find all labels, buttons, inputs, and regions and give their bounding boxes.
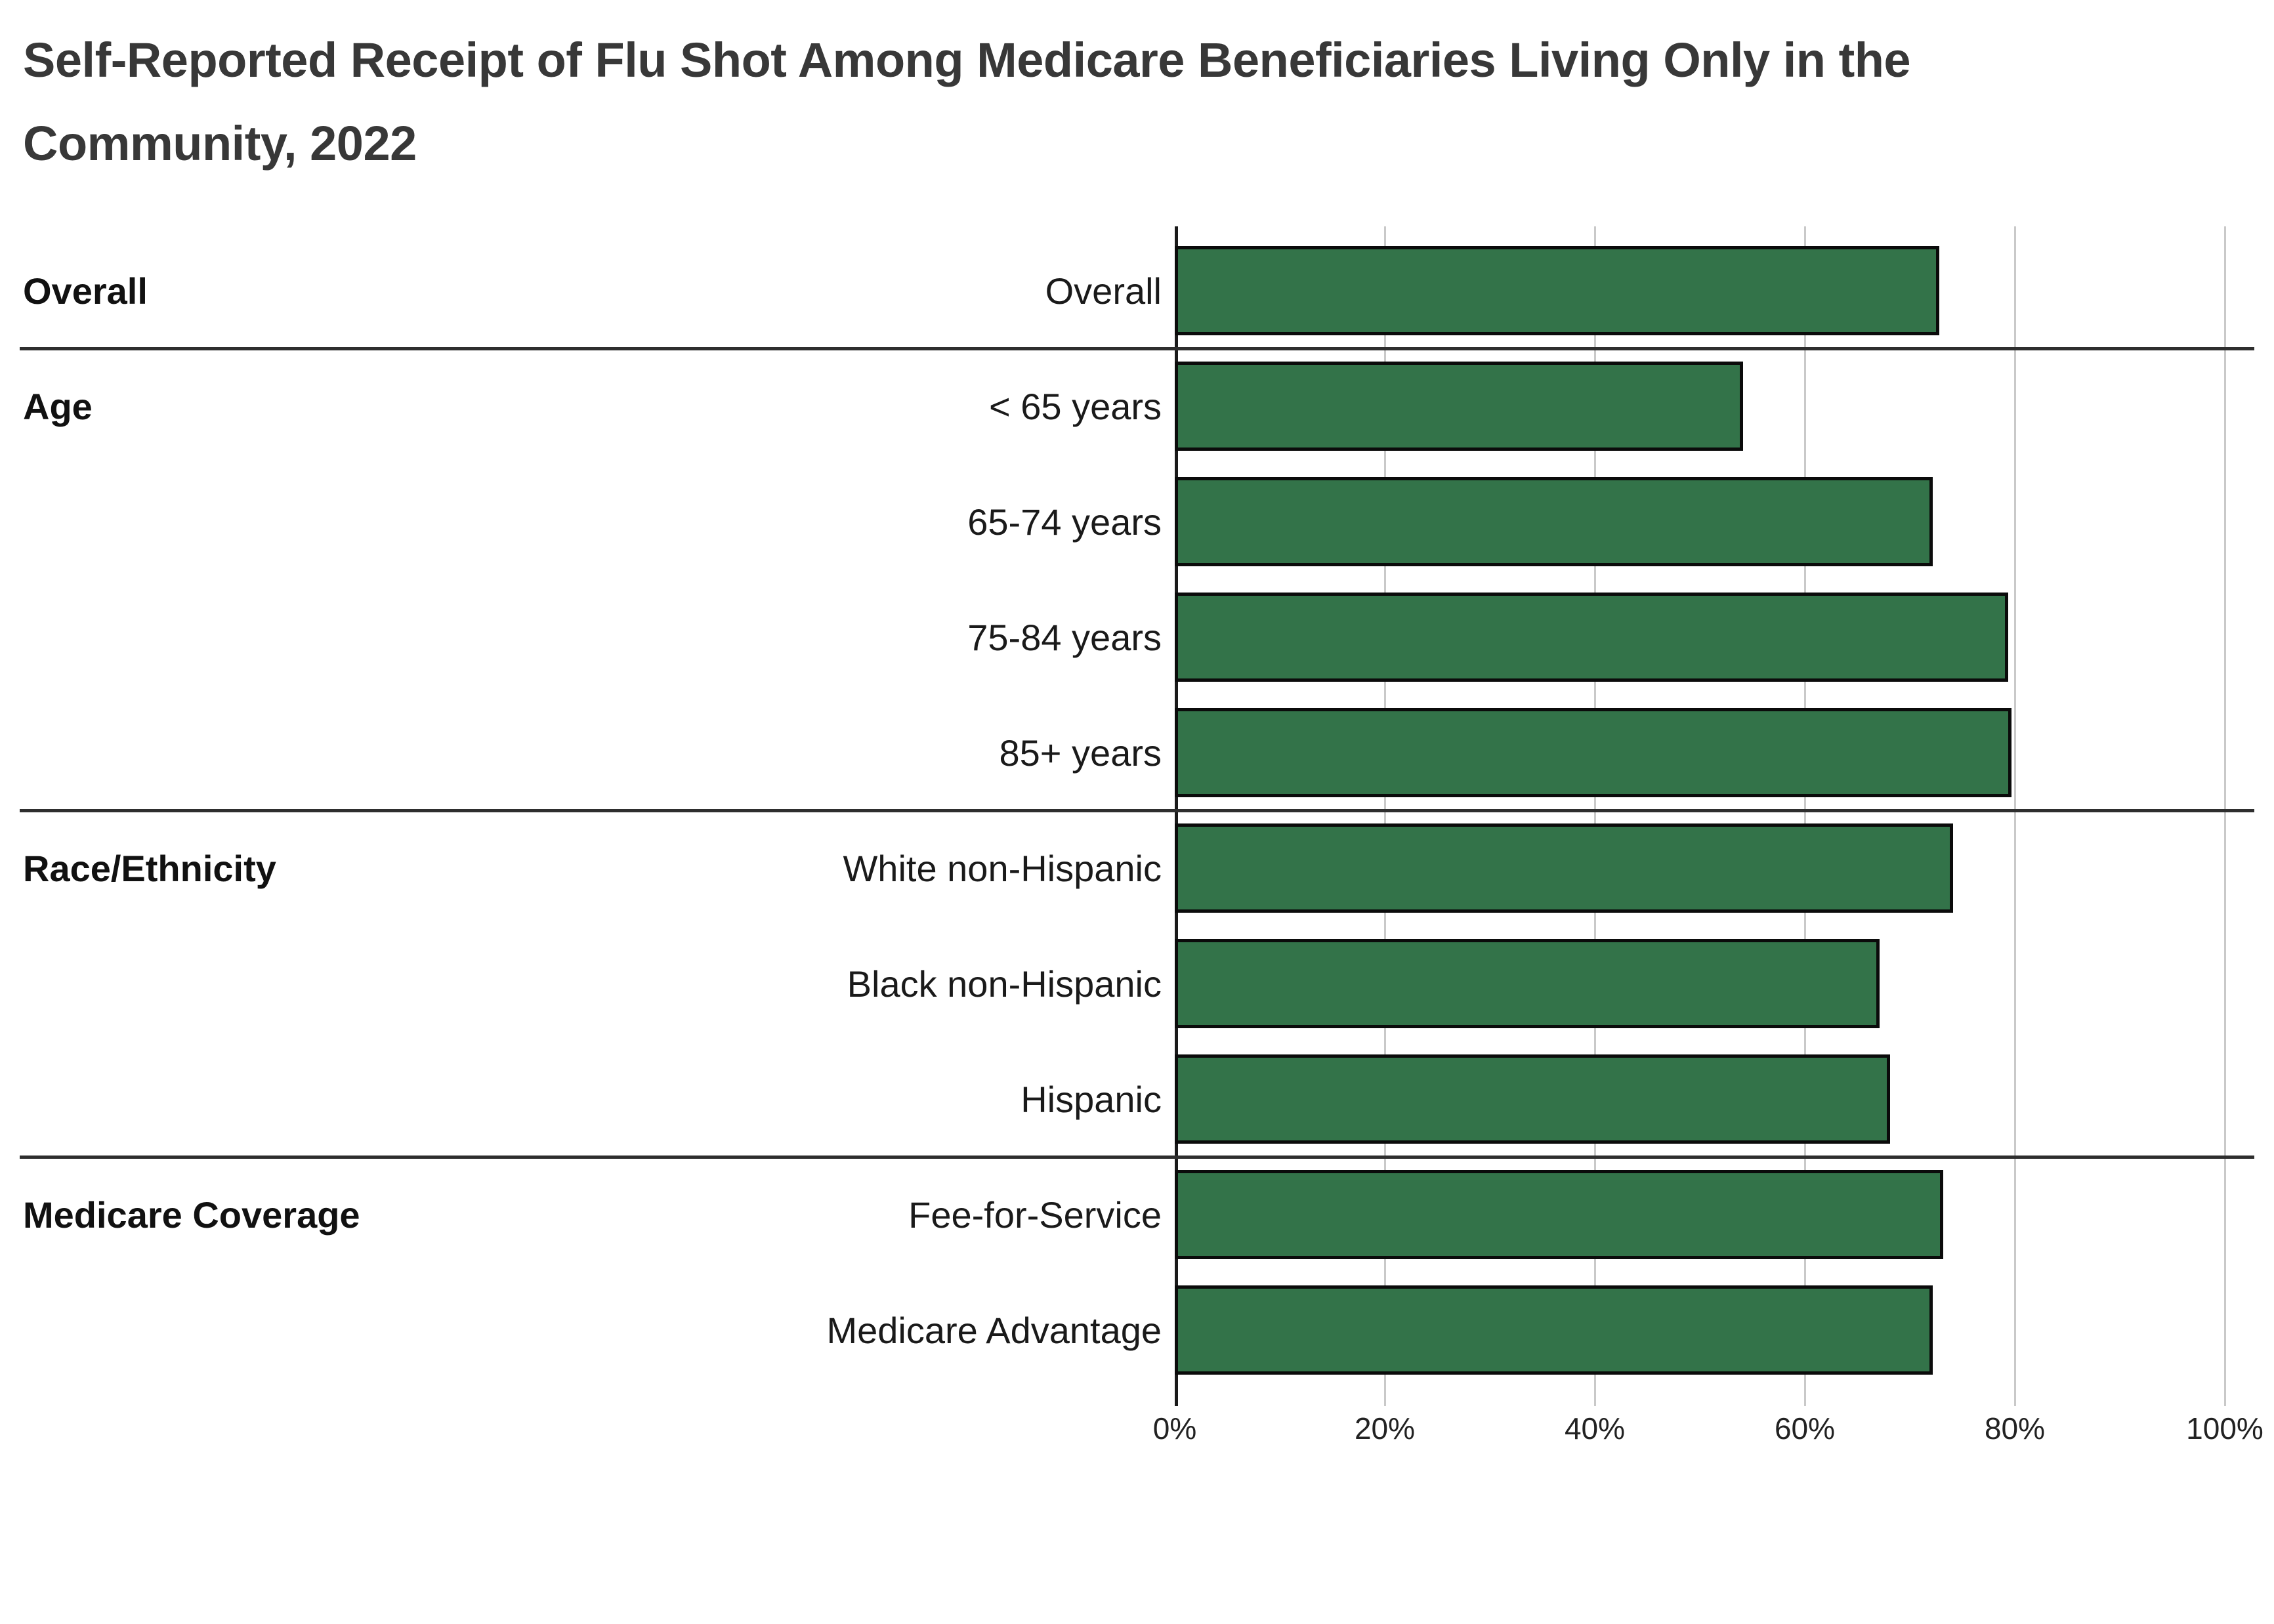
category-label: 75-84 years bbox=[967, 616, 1162, 658]
x-axis: 0% 20% 40% 60% 80% 100% bbox=[1153, 1411, 2263, 1457]
gridline-40 bbox=[1594, 226, 1596, 1406]
bar-track bbox=[1175, 695, 2225, 810]
category-label: White non-Hispanic bbox=[843, 847, 1162, 889]
bar bbox=[1175, 823, 1953, 913]
chart-row: Hispanic bbox=[23, 1041, 2254, 1157]
bar-track bbox=[1175, 348, 2225, 464]
bar bbox=[1175, 477, 1933, 566]
group-label: Medicare Coverage bbox=[23, 1194, 360, 1236]
chart-row: Age < 65 years bbox=[23, 348, 2254, 464]
chart-rows: Overall Overall Age < 65 years 65-74 years 75… bbox=[23, 233, 2254, 1388]
chart-row: Medicare Coverage Fee-for-Service bbox=[23, 1157, 2254, 1272]
x-axis-tick-label: 20% bbox=[1354, 1411, 1416, 1446]
bar bbox=[1175, 939, 1880, 1028]
group-separator-line bbox=[20, 809, 2254, 812]
x-axis-tick-label: 80% bbox=[1984, 1411, 2046, 1446]
bar-chart: Overall Overall Age < 65 years 65-74 years 75… bbox=[0, 226, 2274, 1406]
x-axis-tick-label: 0% bbox=[1152, 1411, 1197, 1446]
gridline-20 bbox=[1384, 226, 1386, 1406]
group-label: Age bbox=[23, 385, 93, 427]
chart-row: 85+ years bbox=[23, 695, 2254, 810]
bar-track bbox=[1175, 1272, 2225, 1388]
chart-row: 75-84 years bbox=[23, 579, 2254, 695]
chart-row: Black non-Hispanic bbox=[23, 926, 2254, 1041]
chart-row: 65-74 years bbox=[23, 464, 2254, 579]
bar-track bbox=[1175, 579, 2225, 695]
bar bbox=[1175, 1054, 1890, 1144]
x-axis-tick-label: 40% bbox=[1564, 1411, 1626, 1446]
bar-track bbox=[1175, 464, 2225, 579]
x-axis-tick-label: 60% bbox=[1774, 1411, 1836, 1446]
x-axis-tick-label: 100% bbox=[2186, 1411, 2263, 1446]
plot-gridlines bbox=[1175, 226, 2226, 1406]
bar-track bbox=[1175, 1157, 2225, 1272]
category-label: Black non-Hispanic bbox=[847, 963, 1162, 1005]
group-separator-line bbox=[20, 1156, 2254, 1159]
bar bbox=[1175, 246, 1939, 335]
bar-track bbox=[1175, 810, 2225, 926]
chart-row: Medicare Advantage bbox=[23, 1272, 2254, 1388]
group-separator-line bbox=[20, 347, 2254, 350]
category-label: Overall bbox=[1045, 270, 1162, 312]
category-label: < 65 years bbox=[988, 385, 1162, 427]
category-label: 85+ years bbox=[999, 732, 1162, 774]
chart-title: Self-Reported Receipt of Flu Shot Among … bbox=[23, 18, 2123, 186]
bar-track bbox=[1175, 1041, 2225, 1157]
chart-title-line-2: Community, 2022 bbox=[23, 116, 417, 171]
bar bbox=[1175, 1170, 1944, 1259]
bar bbox=[1175, 1285, 1933, 1375]
category-label: Hispanic bbox=[1021, 1078, 1162, 1120]
gridline-100 bbox=[2224, 226, 2226, 1406]
chart-title-line-1: Self-Reported Receipt of Flu Shot Among … bbox=[23, 33, 1911, 87]
bar bbox=[1175, 593, 2009, 682]
category-label: Medicare Advantage bbox=[826, 1309, 1162, 1351]
chart-row: Race/Ethnicity White non-Hispanic bbox=[23, 810, 2254, 926]
bar bbox=[1175, 708, 2012, 797]
group-label: Overall bbox=[23, 270, 148, 312]
bar-track bbox=[1175, 926, 2225, 1041]
category-label: 65-74 years bbox=[967, 501, 1162, 543]
bar-track bbox=[1175, 233, 2225, 348]
bar bbox=[1175, 362, 1743, 451]
y-axis-line bbox=[1175, 226, 1178, 1406]
gridline-80 bbox=[2014, 226, 2016, 1406]
chart-row: Overall Overall bbox=[23, 233, 2254, 348]
group-label: Race/Ethnicity bbox=[23, 847, 276, 889]
category-label: Fee-for-Service bbox=[908, 1194, 1162, 1236]
gridline-60 bbox=[1804, 226, 1806, 1406]
